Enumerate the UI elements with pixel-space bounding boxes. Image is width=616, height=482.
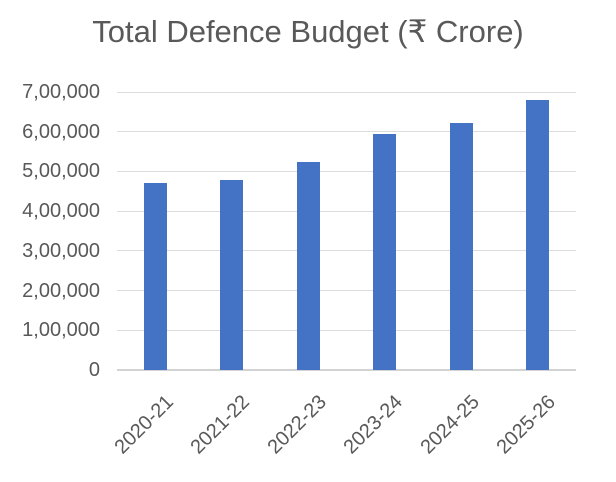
bar-2024-25 <box>449 122 473 370</box>
y-axis-tick-label: 4,00,000 <box>22 200 100 223</box>
x-axis-category-label: 2025-26 <box>492 391 561 459</box>
y-axis-tick-label: 2,00,000 <box>22 279 100 302</box>
y-axis-tick-label: 6,00,000 <box>22 120 100 143</box>
x-axis-category-label: 2021-22 <box>186 391 255 459</box>
x-axis-category-label: 2024-25 <box>416 391 484 459</box>
gridline <box>117 131 576 133</box>
plot-area <box>117 91 576 371</box>
y-axis-tick-label: 5,00,000 <box>22 160 100 183</box>
bar-2021-22 <box>220 180 244 370</box>
gridline <box>117 91 576 93</box>
gridline <box>117 250 576 252</box>
x-axis-category-label: 2023-24 <box>339 391 408 459</box>
chart-title: Total Defence Budget (₹ Crore) <box>92 14 524 49</box>
bar-2025-26 <box>526 99 550 370</box>
y-axis-tick-label: 0 <box>88 359 100 381</box>
x-axis-category-label: 2022-23 <box>263 391 331 459</box>
x-axis-category-label: 2020-21 <box>110 391 178 459</box>
gridline <box>117 210 576 212</box>
bar-2020-21 <box>143 182 167 370</box>
gridline <box>117 290 576 292</box>
y-axis-tick-label: 3,00,000 <box>22 239 100 262</box>
bar-2022-23 <box>296 161 320 370</box>
gridline <box>117 329 576 331</box>
y-axis-tick-label: 7,00,000 <box>22 81 100 103</box>
bar-2023-24 <box>373 134 397 370</box>
x-axis-line <box>117 369 576 371</box>
y-axis-tick-label: 1,00,000 <box>22 319 100 342</box>
gridline <box>117 170 576 172</box>
